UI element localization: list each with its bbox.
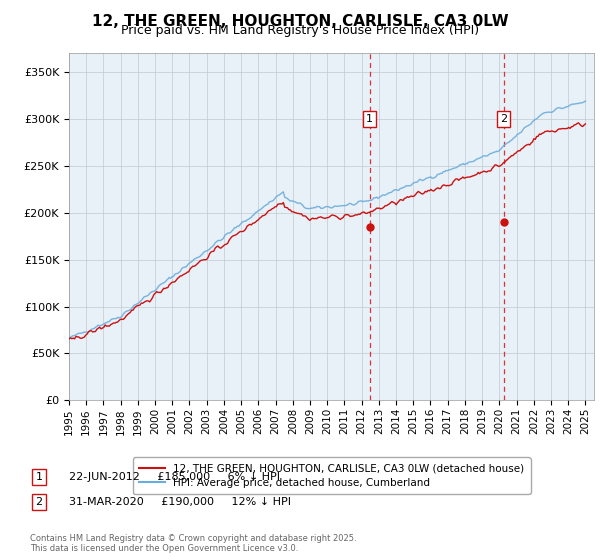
Text: 12, THE GREEN, HOUGHTON, CARLISLE, CA3 0LW: 12, THE GREEN, HOUGHTON, CARLISLE, CA3 0… (92, 14, 508, 29)
Text: 31-MAR-2020     £190,000     12% ↓ HPI: 31-MAR-2020 £190,000 12% ↓ HPI (69, 497, 291, 507)
Text: 2: 2 (35, 497, 43, 507)
Legend: 12, THE GREEN, HOUGHTON, CARLISLE, CA3 0LW (detached house), HPI: Average price,: 12, THE GREEN, HOUGHTON, CARLISLE, CA3 0… (133, 458, 530, 494)
Text: 22-JUN-2012     £185,000     6% ↓ HPI: 22-JUN-2012 £185,000 6% ↓ HPI (69, 472, 280, 482)
Text: Contains HM Land Registry data © Crown copyright and database right 2025.
This d: Contains HM Land Registry data © Crown c… (30, 534, 356, 553)
Text: 2: 2 (500, 114, 507, 124)
Text: 1: 1 (35, 472, 43, 482)
Text: 1: 1 (366, 114, 373, 124)
Text: Price paid vs. HM Land Registry's House Price Index (HPI): Price paid vs. HM Land Registry's House … (121, 24, 479, 37)
